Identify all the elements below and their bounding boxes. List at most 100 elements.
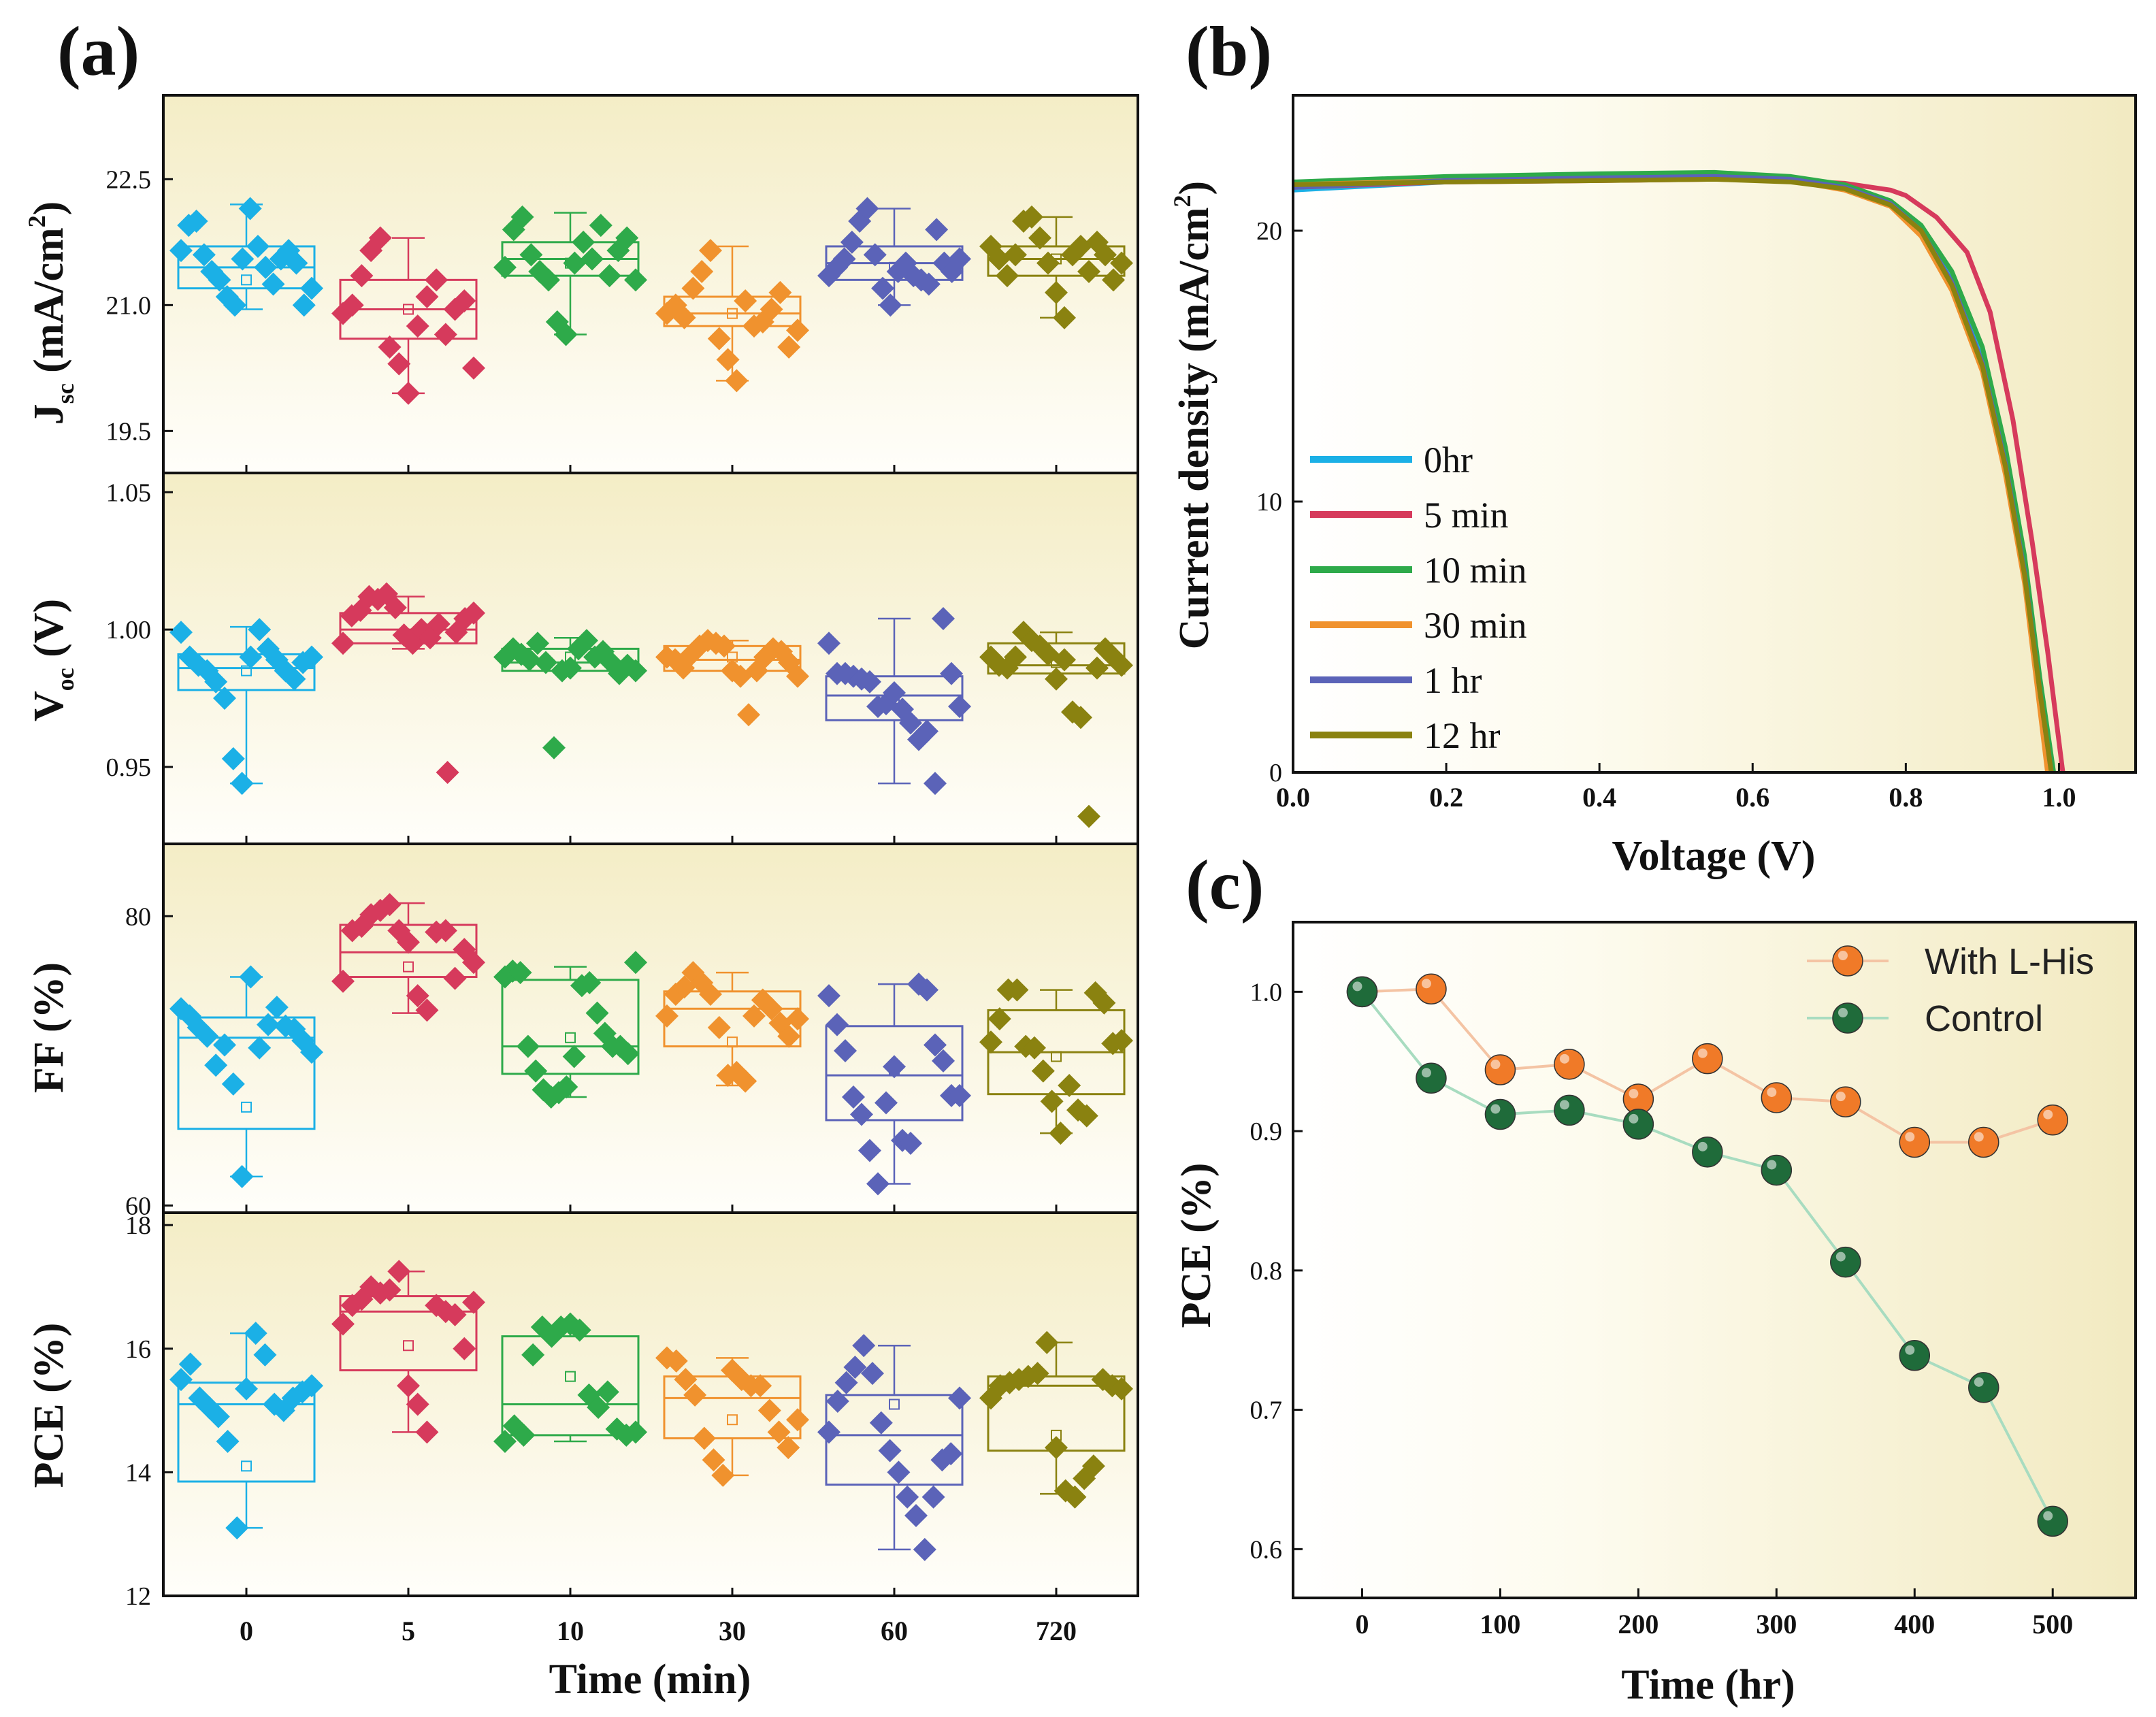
- panel-b-x-tick-label: 0.2: [1429, 782, 1463, 813]
- panel-b-legend-label: 12 hr: [1424, 715, 1501, 756]
- voc-group-5: [331, 582, 485, 785]
- ff-group-720: [979, 978, 1133, 1145]
- point-highlight: [2043, 1511, 2053, 1521]
- panel-c-x-tick-label: 500: [2032, 1609, 2073, 1639]
- panel-c-y-tick-label: 0.6: [1250, 1535, 1283, 1564]
- panel-a-axes: 19.5 21.0 22.5 0.95 1.00 1.05 60 80 12 14 16 18 0 5 10…: [106, 94, 1139, 1646]
- jsc-group-5: [331, 226, 485, 405]
- panel-b-x-tick-label: 0.8: [1889, 782, 1923, 813]
- pce-y-axis-title: PCE (%): [26, 1323, 72, 1488]
- panel-a-backgrounds: [163, 95, 1138, 1596]
- pce-mean-marker: [241, 1460, 252, 1472]
- point-highlight: [1352, 981, 1362, 992]
- point-marker: [1761, 1154, 1793, 1186]
- panel-b-legend-label: 10 min: [1424, 550, 1527, 591]
- voc-y-axis-title: Voc (V): [26, 599, 79, 721]
- stability-point-With-L-His: [1830, 1086, 1861, 1117]
- jsc-group-0: [169, 197, 323, 317]
- point-highlight: [1629, 1113, 1639, 1124]
- point-highlight: [1697, 1048, 1708, 1058]
- pce-group-60: [817, 1334, 971, 1561]
- point-marker: [1968, 1126, 1999, 1158]
- voc-group-720: [979, 621, 1133, 828]
- legend-marker: [1832, 1002, 1863, 1034]
- ff-box: [501, 979, 640, 1075]
- stability-point-Control: [1416, 1062, 1447, 1094]
- jsc-y-axis-title: Jsc (mA/cm2): [23, 201, 79, 425]
- stability-point-Control: [1830, 1246, 1861, 1278]
- panel-c-legend-marker: [1832, 945, 1863, 977]
- panel-b-x-tick-label: 0.0: [1276, 782, 1310, 813]
- ff-group-0: [169, 965, 323, 1188]
- stability-point-Control: [1622, 1109, 1654, 1140]
- jsc-ylabel-sub: sc: [52, 383, 79, 404]
- panel-b-frame: [1292, 94, 2137, 774]
- point-marker: [1484, 1098, 1516, 1130]
- x-tick-label-60: 60: [881, 1616, 908, 1646]
- point-highlight: [1905, 1132, 1915, 1142]
- jsc-mean-marker: [727, 308, 738, 319]
- stability-point-Control: [1968, 1372, 1999, 1403]
- voc-group-30: [655, 629, 809, 727]
- panel-b-legend: 0hr 5 min 10 min 30 min 1 hr 12 hr: [1310, 440, 1527, 756]
- pce-mean-marker: [889, 1399, 900, 1410]
- panel-b-legend-label: 0hr: [1424, 440, 1473, 480]
- pce-y-tick-label: 14: [125, 1458, 151, 1487]
- ff-group-5: [331, 893, 485, 1022]
- pce-y-tick-label: 18: [125, 1211, 151, 1240]
- jsc-group-30: [655, 239, 809, 393]
- ff-y-tick-label: 80: [125, 902, 151, 931]
- panel-a-box-plots: 19.5 21.0 22.5 0.95 1.00 1.05 60 80 12 14 16 18 0 5 10…: [23, 94, 1139, 1703]
- panel-c-axes: 0 100 200 300 400 500 0.6 0.7 0.8 0.9 1.0: [1250, 921, 2137, 1639]
- panel-c-y-axis-title: PCE (%): [1173, 1163, 1220, 1328]
- point-marker: [1554, 1049, 1585, 1080]
- jsc-y-tick-label: 22.5: [106, 165, 152, 194]
- voc-y-tick-label: 1.00: [106, 616, 152, 644]
- jsc-plot-background: [163, 95, 1138, 473]
- jsc-group-60: [817, 197, 971, 317]
- panel-c-x-tick-label: 100: [1480, 1609, 1520, 1639]
- ff-plot-background: [163, 844, 1138, 1213]
- jv-curve-12-hr: [1292, 176, 2054, 773]
- svg-text:Voc (V): Voc (V): [26, 599, 79, 721]
- stability-point-With-L-His: [1899, 1126, 1931, 1158]
- stability-point-Control: [1899, 1339, 1931, 1371]
- point-highlight: [1490, 1060, 1501, 1070]
- stability-point-Control: [1484, 1098, 1516, 1130]
- legend-marker: [1832, 945, 1863, 977]
- pce-plot-background: [163, 1213, 1138, 1596]
- voc-y-tick-label: 1.05: [106, 478, 152, 507]
- panel-c-content: [1346, 973, 2068, 1537]
- ff-group-30: [655, 961, 809, 1093]
- stability-point-Control: [1761, 1154, 1793, 1186]
- ff-group-10: [493, 951, 647, 1109]
- ff-y-axis-title: FF (%): [26, 962, 72, 1093]
- panel-b-y-tick-label: 0: [1269, 759, 1282, 787]
- stability-point-Control: [2037, 1505, 2068, 1537]
- panel-label-a: (a): [57, 12, 140, 91]
- panel-b-x-tick-label: 0.6: [1735, 782, 1769, 813]
- x-tick-label-720: 720: [1036, 1616, 1077, 1646]
- panel-c-frame: [1292, 921, 2137, 1599]
- point-marker: [1899, 1339, 1931, 1371]
- pce-group-30: [655, 1346, 809, 1487]
- pce-mean-marker: [403, 1340, 414, 1352]
- panel-c-y-tick-label: 0.9: [1250, 1117, 1283, 1146]
- panel-b-jv-curves: 0.0 0.2 0.4 0.6 0.8 1.0 0 10 20 0hr 5 min 10 min 30…: [1169, 94, 2137, 879]
- panel-b-ylabel-sup: 2: [1169, 195, 1196, 207]
- ff-mean-marker: [727, 1036, 738, 1048]
- point-highlight: [1767, 1160, 1777, 1170]
- stability-point-With-L-His: [1484, 1054, 1516, 1085]
- pce-box: [501, 1335, 640, 1437]
- jsc-y-tick-label: 19.5: [106, 417, 152, 446]
- pce-group-0: [169, 1322, 323, 1540]
- voc-ylabel-sub: oc: [52, 668, 79, 691]
- point-marker: [1830, 1086, 1861, 1117]
- pce-mean-marker: [565, 1371, 576, 1382]
- jsc-group-720: [979, 205, 1133, 329]
- point-highlight: [2043, 1109, 2053, 1119]
- pce-group-720: [979, 1330, 1133, 1509]
- point-marker: [1416, 1062, 1447, 1094]
- point-highlight: [1629, 1089, 1639, 1099]
- ff-box: [339, 923, 478, 979]
